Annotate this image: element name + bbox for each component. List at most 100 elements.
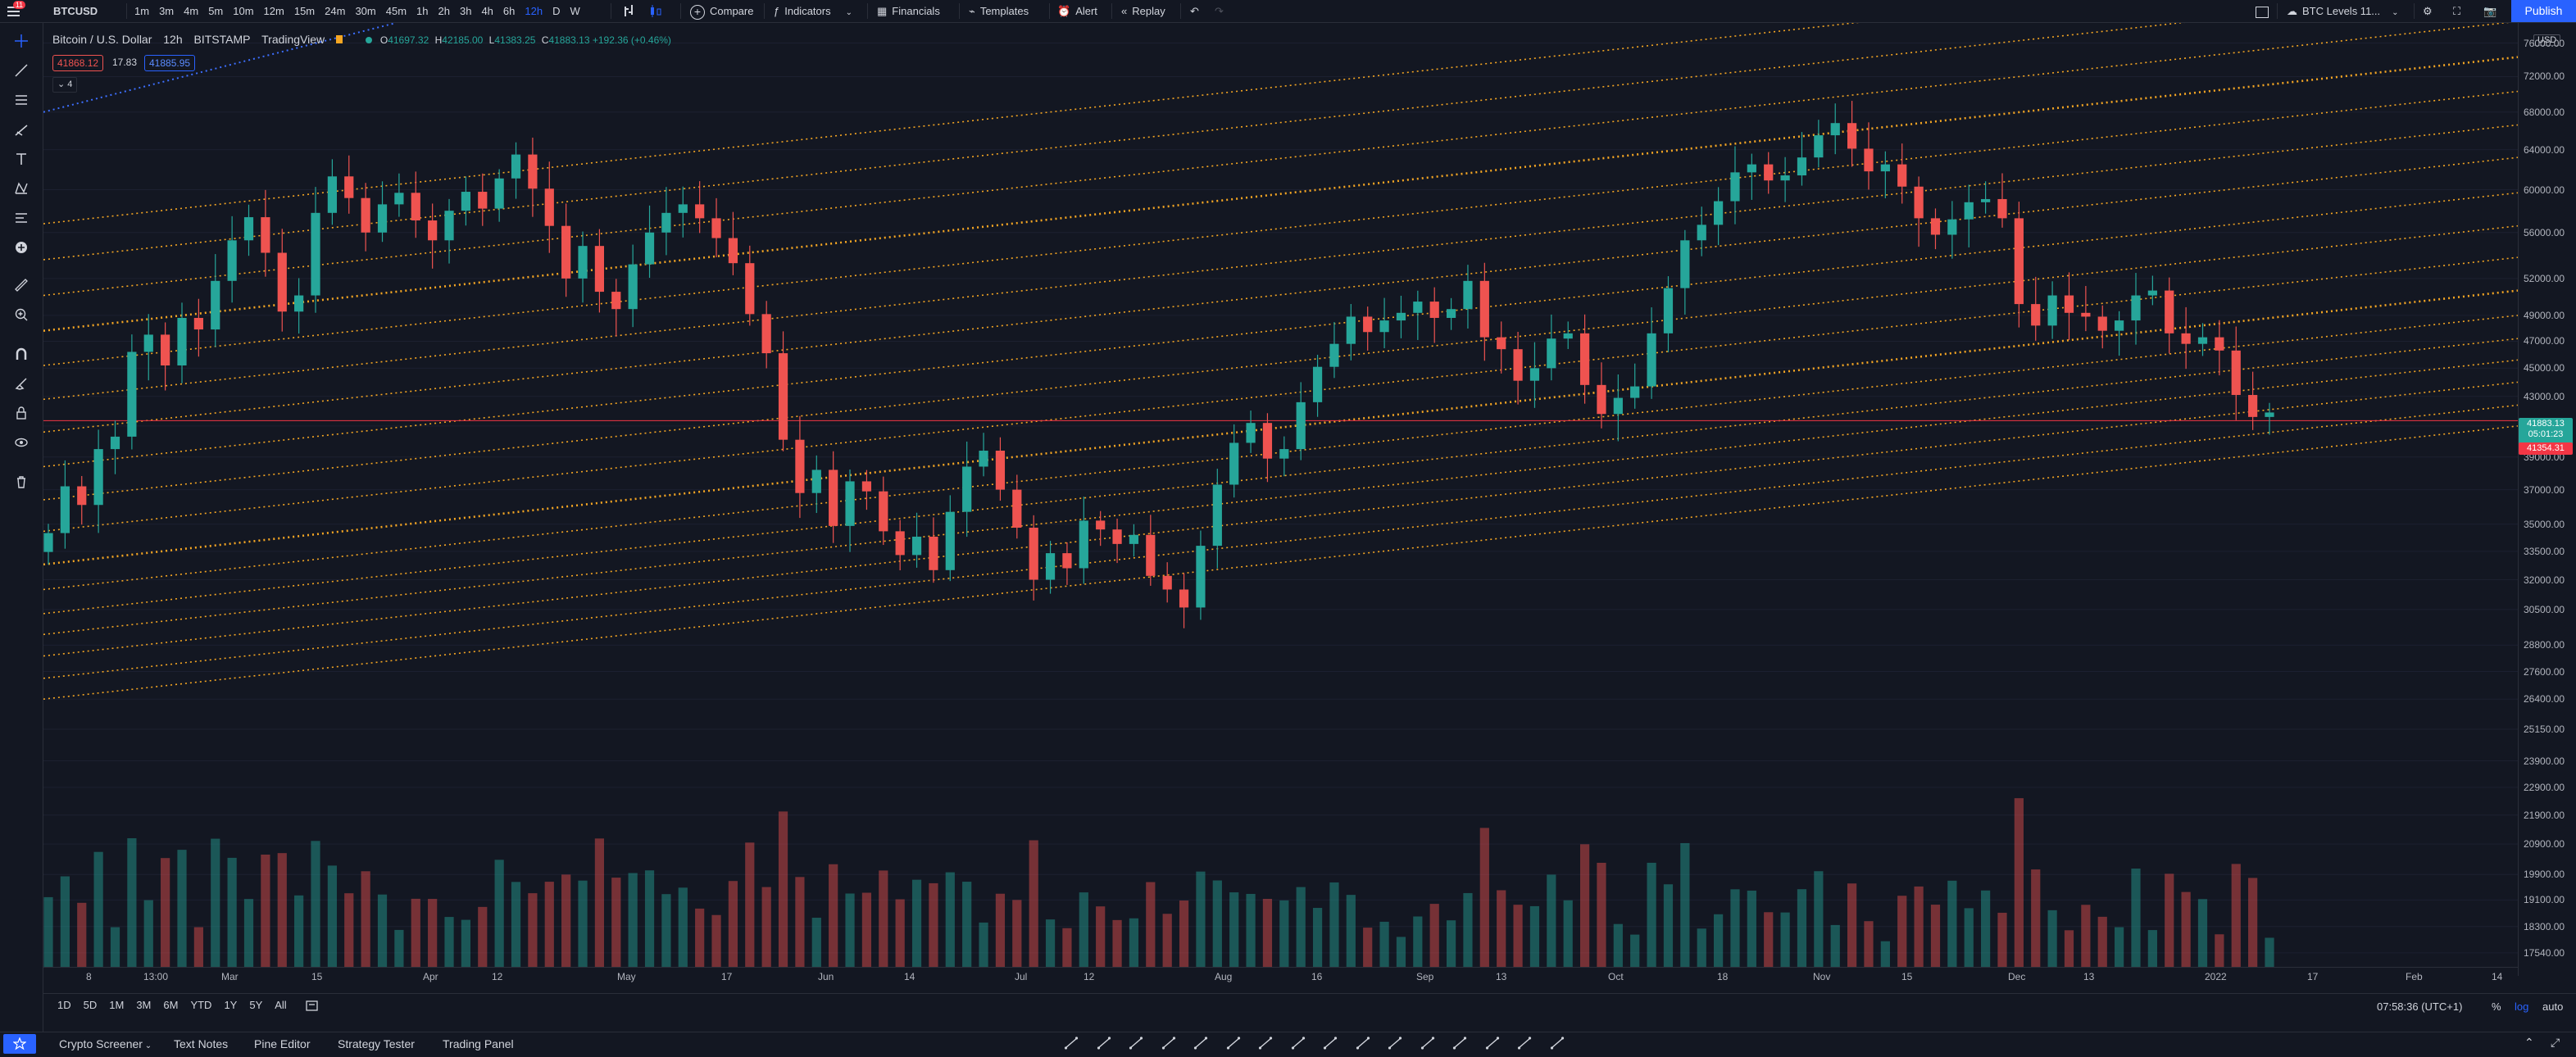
range-3m[interactable]: 3M — [136, 999, 152, 1011]
time-axis[interactable] — [43, 967, 2518, 968]
timeframe-30m[interactable]: 30m — [355, 5, 376, 17]
replay-button[interactable]: « Replay — [1121, 0, 1165, 22]
price-range-icon[interactable] — [1383, 1032, 1407, 1054]
pitchfork-icon[interactable] — [10, 118, 33, 141]
range-ytd[interactable]: YTD — [190, 999, 212, 1011]
collapse-panel-icon[interactable]: ⌃ — [2524, 1036, 2534, 1049]
symbol-search-button[interactable]: BTCUSD — [53, 5, 98, 17]
trendline-icon[interactable] — [1059, 1032, 1084, 1054]
timeframe-5m[interactable]: 5m — [208, 5, 224, 17]
range-1m[interactable]: 1M — [109, 999, 125, 1011]
fullscreen-icon[interactable]: ⛶ — [2453, 5, 2461, 17]
fullscreen-box-icon[interactable] — [2256, 0, 2269, 22]
bid-price-box[interactable]: 41868.12 — [52, 55, 104, 71]
time-tick-label: 15 — [1901, 971, 1913, 982]
volume-bar — [1079, 892, 1088, 968]
timeframe-45m[interactable]: 45m — [385, 5, 407, 17]
compare-button[interactable]: + Compare — [690, 0, 753, 22]
callout-icon[interactable] — [1480, 1032, 1505, 1054]
magnet-icon[interactable] — [10, 343, 33, 365]
timeframe-12m[interactable]: 12m — [263, 5, 284, 17]
pattern-icon[interactable] — [10, 177, 33, 200]
prediction-icon[interactable] — [10, 206, 33, 229]
arrow-marker-icon[interactable] — [1253, 1032, 1278, 1054]
date-range-icon[interactable] — [1351, 1032, 1375, 1054]
timeframe-4m[interactable]: 4m — [184, 5, 199, 17]
timeframe-4h[interactable]: 4h — [481, 5, 493, 17]
timeframe-1h[interactable]: 1h — [416, 5, 429, 17]
range-1d[interactable]: 1D — [57, 999, 71, 1011]
layout-menu-button[interactable]: ☁ BTC Levels 11... ⌄ — [2287, 0, 2399, 22]
text-icon[interactable] — [1156, 1032, 1181, 1054]
timeframe-15m[interactable]: 15m — [293, 5, 316, 17]
range-bar — [43, 993, 2576, 1020]
timeframe-2h[interactable]: 2h — [438, 5, 450, 17]
currency-label[interactable]: USD — [2533, 34, 2561, 46]
maximize-panel-icon[interactable]: ⤢ — [2551, 1036, 2560, 1049]
range-all[interactable]: All — [275, 999, 287, 1011]
timeframe-3m[interactable]: 3m — [159, 5, 175, 17]
timeframe-6h[interactable]: 6h — [502, 5, 516, 17]
trendline-icon[interactable] — [10, 59, 33, 82]
zoom-in-icon[interactable] — [10, 303, 33, 326]
rectangle-icon[interactable] — [1092, 1032, 1116, 1054]
indicators-button[interactable]: ƒ Indicators ⌄ — [774, 0, 852, 22]
settings-gear-icon[interactable]: ⚙ — [2423, 5, 2433, 17]
ruler-icon[interactable] — [10, 274, 33, 297]
timeframe-24m[interactable]: 24m — [325, 5, 346, 17]
long-position-icon[interactable] — [1221, 1032, 1246, 1054]
price-chart[interactable] — [43, 23, 2518, 976]
alert-button[interactable]: ⏰ Alert — [1057, 0, 1097, 22]
tab-pine-editor[interactable]: Pine Editor — [254, 1037, 311, 1050]
favorites-star-icon[interactable] — [3, 1034, 36, 1054]
price-axis[interactable]: USD 76000.00 72000.00 68000.00 64000.00 6000… — [2518, 23, 2576, 976]
crosshair-icon[interactable] — [10, 29, 33, 52]
log-scale-toggle[interactable]: log — [2515, 1000, 2529, 1013]
timeframe-W[interactable]: W — [570, 5, 580, 17]
text-icon[interactable] — [10, 147, 33, 170]
goto-date-icon[interactable] — [305, 999, 320, 1016]
horizontal-line-icon[interactable] — [1124, 1032, 1148, 1054]
forecast-icon[interactable] — [1512, 1032, 1537, 1054]
timeframe-1m[interactable]: 1m — [134, 5, 150, 17]
volume-bar — [344, 893, 354, 968]
camera-icon[interactable]: 📷 — [2483, 5, 2497, 17]
templates-button[interactable]: ⌁ Templates — [969, 0, 1029, 22]
timeframe-3h[interactable]: 3h — [459, 5, 472, 17]
templates-label: Templates — [979, 5, 1029, 17]
tab-trading-panel[interactable]: Trading Panel — [443, 1037, 514, 1050]
range-1y[interactable]: 1Y — [224, 999, 238, 1011]
ghost-feed-icon[interactable] — [1545, 1032, 1570, 1054]
bars-pattern-icon[interactable] — [1447, 1032, 1472, 1054]
range-6m[interactable]: 6M — [163, 999, 179, 1011]
timeframe-10m[interactable]: 10m — [233, 5, 254, 17]
price-note-icon[interactable] — [1415, 1032, 1440, 1054]
fib-channel-icon[interactable] — [1318, 1032, 1343, 1054]
brush-icon[interactable] — [10, 372, 33, 395]
auto-scale-toggle[interactable]: auto — [2542, 1000, 2564, 1013]
tab-strategy-tester[interactable]: Strategy Tester — [338, 1037, 415, 1050]
trash-icon[interactable] — [10, 470, 33, 493]
lock-icon[interactable] — [10, 401, 33, 424]
percent-scale-toggle[interactable]: % — [2492, 1000, 2501, 1013]
publish-button[interactable]: Publish — [2511, 0, 2576, 22]
indicators-toggle[interactable]: ⌄ 4 — [52, 77, 78, 93]
clock[interactable]: 07:58:36 (UTC+1) — [2377, 1000, 2463, 1013]
financials-button[interactable]: ▦ Financials — [877, 0, 940, 22]
ask-price-box[interactable]: 41885.95 — [144, 55, 196, 71]
range-5d[interactable]: 5D — [83, 999, 98, 1011]
fib-retracement-icon[interactable] — [1286, 1032, 1311, 1054]
tab-crypto-screener[interactable]: Crypto Screener ⌄ — [59, 1037, 152, 1050]
undo-icon[interactable]: ↶ — [1190, 5, 1199, 17]
horizontal-lines-icon[interactable] — [10, 88, 33, 111]
redo-icon[interactable]: ↷ — [1215, 5, 1224, 17]
tab-text-notes[interactable]: Text Notes — [174, 1037, 229, 1050]
eye-icon[interactable] — [10, 431, 33, 454]
chart-type-bars-icon[interactable] — [621, 0, 638, 22]
pitchfork-icon[interactable] — [1188, 1032, 1213, 1054]
add-icon[interactable] — [10, 236, 33, 259]
range-5y[interactable]: 5Y — [249, 999, 263, 1011]
timeframe-12h[interactable]: 12h — [525, 5, 543, 17]
timeframe-D[interactable]: D — [552, 5, 561, 17]
chart-type-candles-icon[interactable] — [647, 0, 664, 22]
